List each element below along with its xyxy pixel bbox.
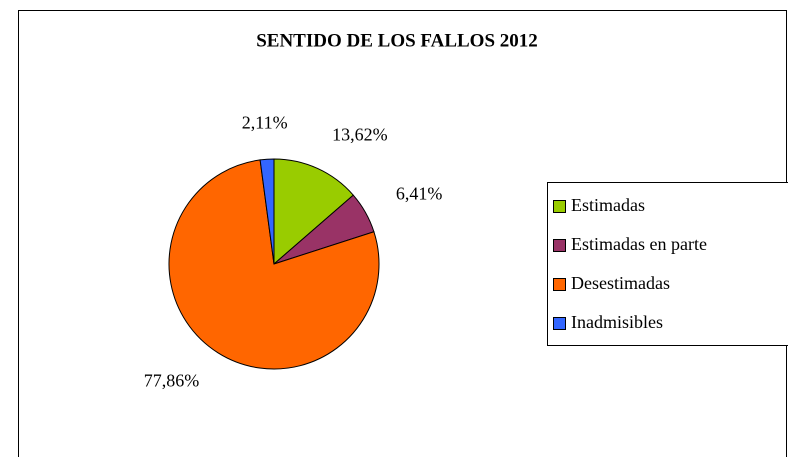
- legend-label: Estimadas en parte: [571, 234, 707, 254]
- legend-swatch: [554, 201, 566, 213]
- legend-label: Desestimadas: [571, 273, 670, 293]
- legend-swatch: [554, 240, 566, 252]
- legend-swatch: [554, 318, 566, 330]
- data-label: 6,41%: [396, 183, 443, 203]
- data-label: 2,11%: [242, 112, 288, 132]
- legend-label: Estimadas: [571, 195, 645, 215]
- data-label: 13,62%: [332, 125, 388, 145]
- data-label: 77,86%: [144, 371, 200, 391]
- legend-label: Inadmisibles: [571, 312, 663, 332]
- chart-title: SENTIDO DE LOS FALLOS 2012: [256, 30, 538, 51]
- legend-swatch: [554, 279, 566, 291]
